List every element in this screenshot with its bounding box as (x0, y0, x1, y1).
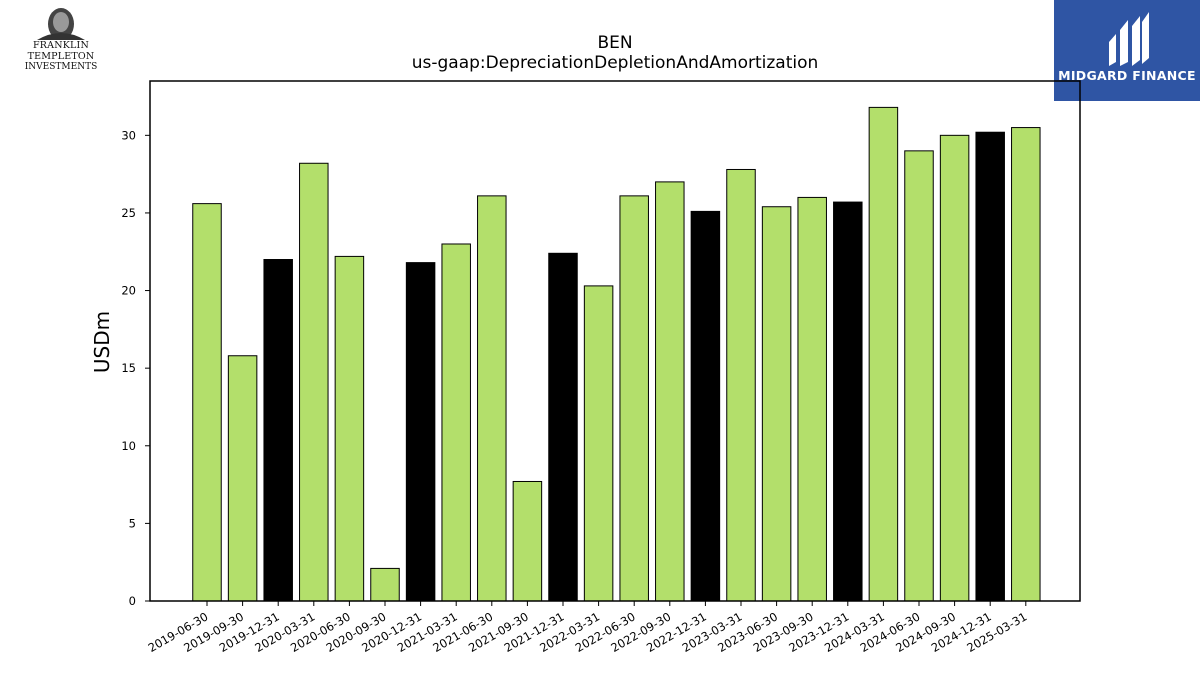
bar-2024-06-30 (904, 150, 934, 602)
bar-2019-12-31 (263, 259, 293, 602)
bar-2022-12-31 (690, 210, 721, 602)
bars-group (192, 106, 1041, 602)
logo-left-line1: FRANKLIN TEMPLETON (27, 40, 95, 62)
bar-2023-03-31 (726, 168, 756, 602)
chart-subtitle: us-gaap:DepreciationDepletionAndAmortiza… (412, 53, 819, 73)
y-tick-label: 10 (121, 439, 136, 453)
bar-2019-06-30 (192, 203, 222, 602)
bar-2020-06-30 (334, 255, 365, 602)
bar-2021-09-30 (512, 480, 543, 602)
chart-title: BEN (597, 33, 632, 53)
midgard-emblem-icon (1054, 0, 1200, 101)
bar-2024-09-30 (939, 134, 970, 602)
midgard-finance-logo: MIDGARD FINANCE (1054, 0, 1200, 101)
bar-2020-12-31 (405, 262, 436, 602)
bar-2024-03-31 (868, 106, 899, 602)
bar-2022-06-30 (619, 195, 649, 602)
y-tick-label: 30 (121, 128, 136, 142)
bar-2022-03-31 (583, 285, 614, 602)
portrait-icon (37, 8, 85, 40)
y-axis-label: USDm (90, 311, 114, 373)
bar-2021-12-31 (548, 252, 578, 602)
bar-2020-09-30 (370, 567, 400, 602)
logo-right-text: MIDGARD FINANCE (1058, 68, 1196, 83)
bar-2023-06-30 (761, 206, 792, 602)
y-tick-label: 15 (121, 361, 136, 375)
bar-2023-12-31 (833, 201, 863, 602)
logo-left-line2: INVESTMENTS (24, 62, 98, 72)
y-tick-label: 5 (129, 516, 136, 530)
bar-2019-09-30 (227, 355, 258, 602)
y-tick-label: 25 (121, 206, 136, 220)
bar-2023-09-30 (797, 196, 827, 602)
franklin-templeton-logo: FRANKLIN TEMPLETON INVESTMENTS (0, 4, 122, 72)
y-tick-label: 0 (129, 594, 136, 608)
bar-2025-03-31 (1011, 127, 1041, 602)
bar-2024-12-31 (975, 131, 1005, 602)
plot-frame (149, 80, 1081, 602)
bar-2021-06-30 (477, 195, 507, 602)
y-tick-label: 20 (121, 284, 136, 298)
bar-2020-03-31 (299, 162, 329, 602)
bar-2021-03-31 (441, 243, 471, 602)
bar-2022-09-30 (655, 181, 685, 602)
